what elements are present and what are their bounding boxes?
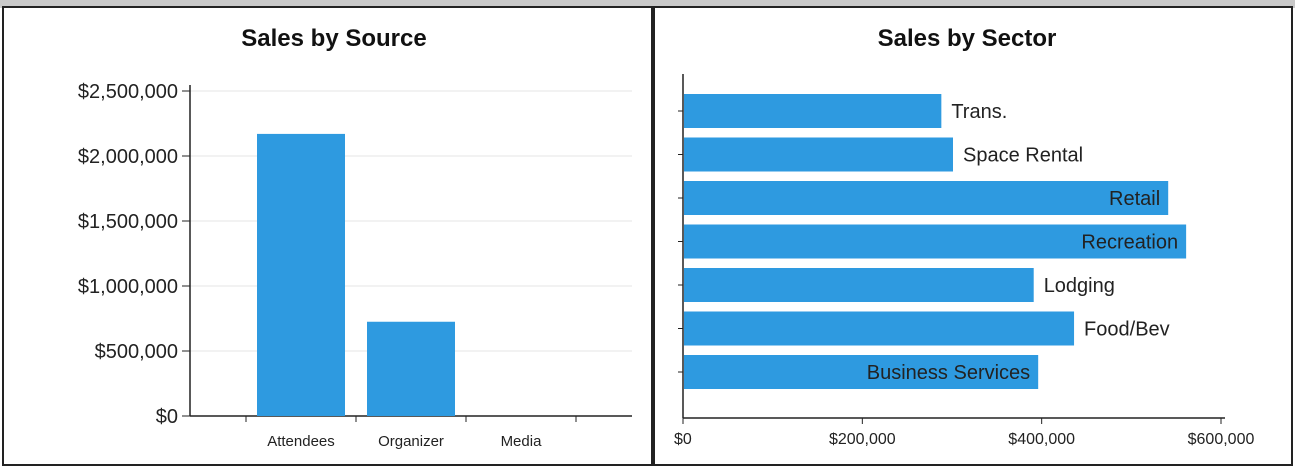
bar <box>684 311 1075 346</box>
bar-label: Trans. <box>951 101 1007 123</box>
top-strip <box>0 0 1295 8</box>
x-tick-label: Organizer <box>378 433 444 450</box>
sales-by-sector-panel: Sales by Sector $0 $200,000 $400,000 $600,0… <box>653 6 1293 466</box>
bar <box>684 355 1039 389</box>
sales-by-source-panel: Sales by Source $0 $500,000 $1,000,000 $1,5… <box>2 6 653 466</box>
bar <box>257 133 345 416</box>
bar-label: Business Services <box>867 362 1030 384</box>
x-tick-label: $200,000 <box>829 431 896 448</box>
bar <box>684 181 1169 215</box>
bar <box>684 94 942 128</box>
y-tick-label: $500,000 <box>95 341 178 363</box>
chart-title: Sales by Source <box>241 25 426 52</box>
x-tick-label: $600,000 <box>1188 431 1255 448</box>
y-tick-label: $0 <box>156 406 178 428</box>
bar-label: Recreation <box>1081 232 1178 254</box>
chart-title: Sales by Sector <box>878 25 1057 52</box>
bar <box>367 321 455 416</box>
bar <box>684 137 953 172</box>
y-tick-label: $2,500,000 <box>78 81 178 103</box>
bar-label: Retail <box>1109 188 1160 210</box>
x-tick-label: Attendees <box>267 433 335 450</box>
sales-by-sector-chart: Sales by Sector $0 $200,000 $400,000 $600,0… <box>674 25 1255 448</box>
y-tick-label: $2,000,000 <box>78 146 178 168</box>
bar <box>684 268 1034 302</box>
bar-label: Space Rental <box>963 145 1083 167</box>
sales-by-source-chart: Sales by Source $0 $500,000 $1,000,000 $1,5… <box>78 25 632 450</box>
bar <box>684 224 1187 259</box>
x-tick-label: $400,000 <box>1008 431 1075 448</box>
y-tick-label: $1,000,000 <box>78 276 178 298</box>
y-tick-label: $1,500,000 <box>78 211 178 233</box>
bar-label: Food/Bev <box>1084 319 1170 341</box>
bar-label: Lodging <box>1044 275 1115 297</box>
x-tick-label: Media <box>501 433 543 450</box>
x-tick-label: $0 <box>674 431 692 448</box>
